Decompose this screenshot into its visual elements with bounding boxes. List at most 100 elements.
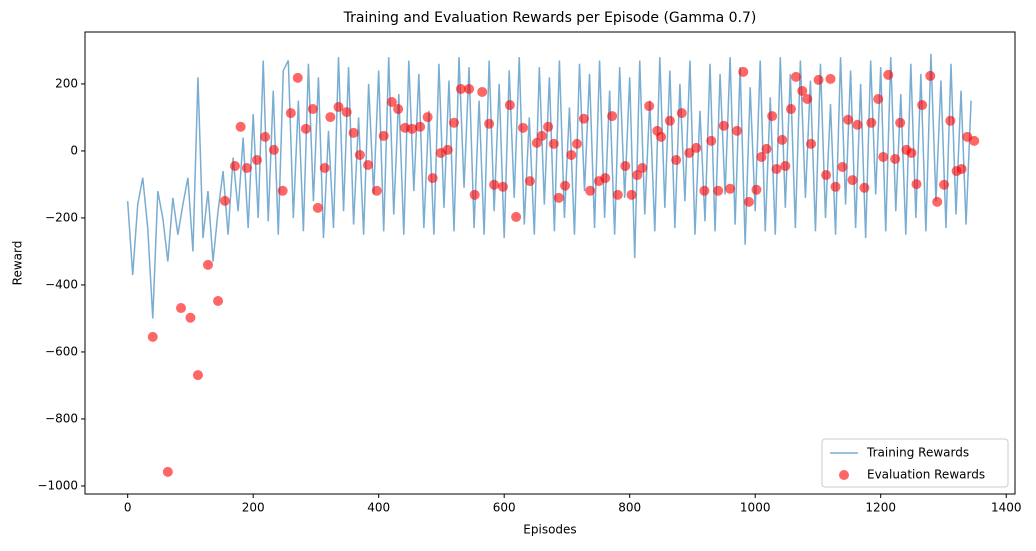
eval-point: [448, 117, 459, 128]
eval-point: [969, 135, 980, 146]
eval-point: [911, 179, 922, 190]
eval-point: [699, 185, 710, 196]
eval-point: [945, 115, 956, 126]
plot-frame: [84, 31, 1016, 495]
eval-point: [843, 114, 854, 125]
legend-swatch: [839, 470, 849, 480]
eval-point: [229, 161, 240, 172]
eval-point: [578, 113, 589, 124]
eval-point: [785, 104, 796, 115]
eval-point: [260, 131, 271, 142]
eval-point: [743, 196, 754, 207]
eval-point: [162, 466, 173, 477]
eval-point: [464, 83, 475, 94]
x-tick-label: 1200: [865, 501, 896, 515]
eval-point: [147, 331, 158, 342]
eval-point: [241, 163, 252, 174]
y-tick-label: −400: [45, 277, 78, 291]
eval-point: [176, 303, 187, 314]
eval-point: [497, 181, 508, 192]
y-tick-label: 200: [55, 76, 78, 90]
eval-point: [427, 173, 438, 184]
eval-point: [852, 119, 863, 130]
eval-point: [442, 144, 453, 155]
eval-point: [484, 118, 495, 129]
eval-point: [354, 149, 365, 160]
eval-point: [612, 189, 623, 200]
eval-point: [878, 151, 889, 162]
eval-point: [895, 117, 906, 128]
eval-point: [725, 183, 736, 194]
eval-point: [504, 100, 515, 111]
eval-point: [738, 66, 749, 77]
eval-point: [691, 142, 702, 153]
eval-point: [656, 131, 667, 142]
eval-point: [571, 138, 582, 149]
eval-point: [536, 130, 547, 141]
eval-point: [469, 189, 480, 200]
eval-point: [422, 112, 433, 123]
legend-box: [821, 438, 1009, 488]
x-tick-label: 600: [493, 501, 516, 515]
eval-point: [956, 164, 967, 175]
eval-point: [455, 83, 466, 94]
eval-point: [825, 73, 836, 84]
eval-point: [777, 134, 788, 145]
eval-point: [797, 85, 808, 96]
x-tick-label: 800: [618, 501, 641, 515]
eval-point: [566, 149, 577, 160]
eval-point: [806, 138, 817, 149]
eval-point: [543, 121, 554, 132]
eval-point: [684, 147, 695, 158]
y-tick-label: −200: [45, 210, 78, 224]
eval-point: [192, 370, 203, 381]
eval-point: [767, 111, 778, 122]
eval-point: [906, 147, 917, 158]
x-tick-label: 200: [242, 501, 265, 515]
eval-point: [600, 173, 611, 184]
eval-point: [802, 94, 813, 105]
eval-point: [761, 143, 772, 154]
eval-point: [917, 100, 928, 111]
eval-point: [393, 104, 404, 115]
eval-point: [756, 151, 767, 162]
x-tick-label: 1400: [991, 501, 1022, 515]
eval-point: [751, 184, 762, 195]
y-tick-label: 0: [70, 143, 78, 157]
eval-point: [292, 72, 303, 83]
eval-point: [925, 70, 936, 81]
eval-point: [637, 163, 648, 174]
eval-point: [406, 123, 417, 134]
x-tick-label: 0: [124, 501, 132, 515]
eval-point: [847, 175, 858, 186]
eval-point: [235, 121, 246, 132]
eval-point: [202, 259, 213, 270]
eval-point: [185, 312, 196, 323]
x-axis-label: Episodes: [523, 523, 576, 537]
eval-point: [939, 179, 950, 190]
eval-point: [813, 74, 824, 85]
eval-point: [518, 122, 529, 133]
eval-point: [932, 196, 943, 207]
eval-point: [548, 138, 559, 149]
eval-point: [348, 127, 359, 138]
eval-point: [620, 161, 631, 172]
eval-point: [866, 117, 877, 128]
eval-point: [213, 296, 224, 307]
eval-point: [477, 86, 488, 97]
eval-point: [732, 125, 743, 136]
eval-point: [676, 108, 687, 119]
eval-point: [713, 185, 724, 196]
eval-point: [859, 182, 870, 193]
eval-point: [319, 163, 330, 174]
eval-point: [300, 123, 311, 134]
eval-point: [553, 192, 564, 203]
eval-point: [718, 120, 729, 131]
eval-point: [307, 104, 318, 115]
eval-point: [644, 101, 655, 112]
eval-point: [341, 107, 352, 118]
y-tick-label: −800: [45, 411, 78, 425]
eval-point: [378, 130, 389, 141]
eval-point: [531, 137, 542, 148]
